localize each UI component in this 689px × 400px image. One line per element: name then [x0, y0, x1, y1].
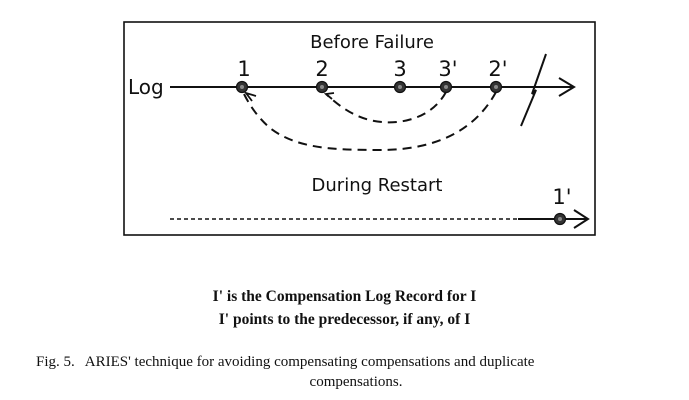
pointer-3-prime-to-2: [325, 91, 447, 124]
record-label-3-prime: 3': [438, 57, 457, 81]
figure-frame: [123, 21, 596, 236]
figure-caption: Fig. 5. ARIES' technique for avoiding com…: [36, 352, 676, 392]
record-dot-3-prime: [439, 80, 453, 94]
note-line-1: I' is the Compensation Log Record for I: [212, 288, 477, 305]
pointer-arrow-at-2: [323, 92, 335, 100]
caption-text-line2: compensations.: [309, 374, 403, 390]
record-label-2: 2: [315, 57, 328, 81]
note-line-2: I' points to the predecessor, if any, of…: [218, 311, 471, 328]
log-label: Log: [128, 75, 164, 99]
log-axis-arrowhead: [558, 77, 576, 97]
failure-break-mark: [520, 53, 547, 127]
record-label-2-prime: 2': [488, 57, 507, 81]
caption-text-line1: ARIES' technique for avoiding compensati…: [84, 354, 535, 370]
record-dot-3: [393, 80, 407, 94]
pointer-arrow-at-1: [243, 91, 257, 102]
restart-arrowhead: [573, 209, 590, 229]
pointer-2-prime-to-1: [243, 91, 497, 152]
record-label-1-prime: 1': [552, 185, 571, 209]
caption-label: Fig. 5.: [36, 354, 75, 370]
before-failure-title: Before Failure: [310, 32, 434, 53]
record-dot-2-prime: [489, 80, 503, 94]
record-label-3: 3: [393, 57, 406, 81]
record-dot-1-prime: [553, 212, 567, 226]
record-dot-2: [315, 80, 329, 94]
record-dot-1: [235, 80, 249, 94]
during-restart-title: During Restart: [312, 175, 443, 196]
record-label-1: 1: [237, 57, 250, 81]
